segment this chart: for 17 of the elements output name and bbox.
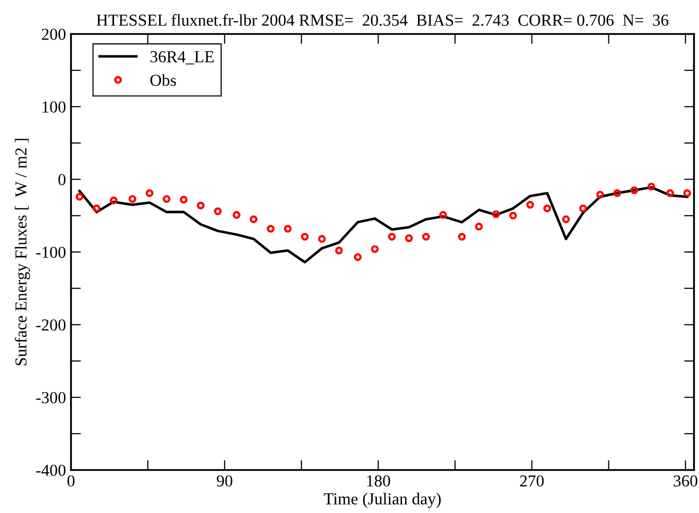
chart-title: HTESSEL fluxnet.fr-lbr 2004 RMSE= 20.354 BIAS= 2.743 CORR= 0.706 N= 36 bbox=[96, 14, 668, 26]
legend-label: 36R4_LE bbox=[150, 51, 214, 64]
y-tick-label: 0 bbox=[58, 174, 66, 186]
y-tick-label: 200 bbox=[42, 28, 66, 40]
x-tick-label: 180 bbox=[367, 475, 390, 487]
y-axis-title: Surface Energy Fluxes [ W / m2 ] bbox=[14, 138, 30, 366]
legend-label: Obs bbox=[150, 74, 176, 86]
x-axis-title: Time (Julian day) bbox=[324, 492, 441, 508]
x-tick-label: 0 bbox=[67, 475, 75, 487]
y-tick-label: -300 bbox=[36, 392, 66, 404]
x-tick-label: 90 bbox=[216, 475, 232, 487]
y-tick-label: -100 bbox=[36, 246, 66, 258]
y-tick-label: -400 bbox=[36, 464, 66, 476]
x-tick-label: 270 bbox=[520, 475, 544, 487]
y-tick-label: -200 bbox=[36, 319, 66, 331]
x-tick-label: 360 bbox=[674, 475, 698, 487]
y-tick-label: 100 bbox=[42, 101, 66, 113]
